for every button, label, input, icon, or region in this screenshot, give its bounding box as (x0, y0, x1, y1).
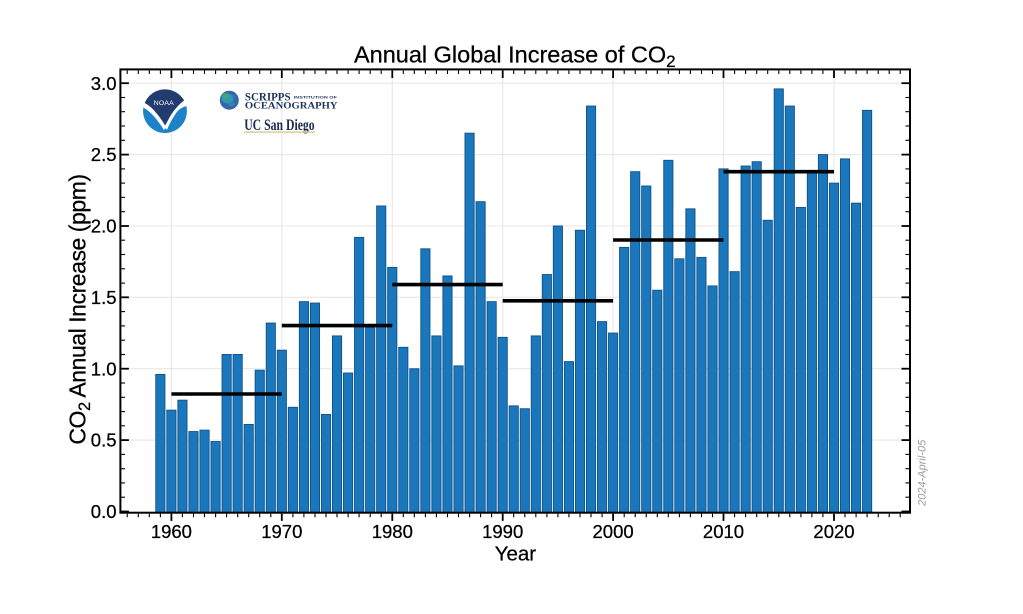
svg-text:1980: 1980 (372, 521, 413, 542)
svg-text:1970: 1970 (261, 521, 302, 542)
svg-text:OCEANOGRAPHY: OCEANOGRAPHY (245, 101, 338, 112)
svg-text:NOAA: NOAA (154, 100, 174, 107)
svg-text:3.0: 3.0 (91, 73, 117, 94)
svg-text:1990: 1990 (482, 521, 523, 542)
svg-text:0.5: 0.5 (91, 430, 117, 451)
svg-text:UC San Diego: UC San Diego (244, 117, 315, 134)
svg-text:Annual Global Increase of CO2: Annual Global Increase of CO2 (354, 42, 676, 71)
svg-text:SCRIPPS: SCRIPPS (245, 91, 291, 103)
svg-text:INSTITUTION OF: INSTITUTION OF (294, 95, 338, 99)
svg-text:2024-April-05: 2024-April-05 (917, 439, 929, 507)
svg-text:0.0: 0.0 (91, 501, 117, 522)
svg-text:Year: Year (495, 542, 537, 565)
svg-text:1.5: 1.5 (91, 287, 117, 308)
svg-text:2000: 2000 (593, 521, 634, 542)
svg-text:1960: 1960 (151, 521, 192, 542)
svg-text:2010: 2010 (703, 521, 744, 542)
svg-text:CO2 Annual Increase (ppm): CO2 Annual Increase (ppm) (65, 174, 95, 444)
svg-text:2.5: 2.5 (91, 144, 117, 165)
svg-text:1.0: 1.0 (91, 358, 117, 379)
svg-text:2.0: 2.0 (91, 216, 117, 237)
svg-text:2020: 2020 (813, 521, 854, 542)
